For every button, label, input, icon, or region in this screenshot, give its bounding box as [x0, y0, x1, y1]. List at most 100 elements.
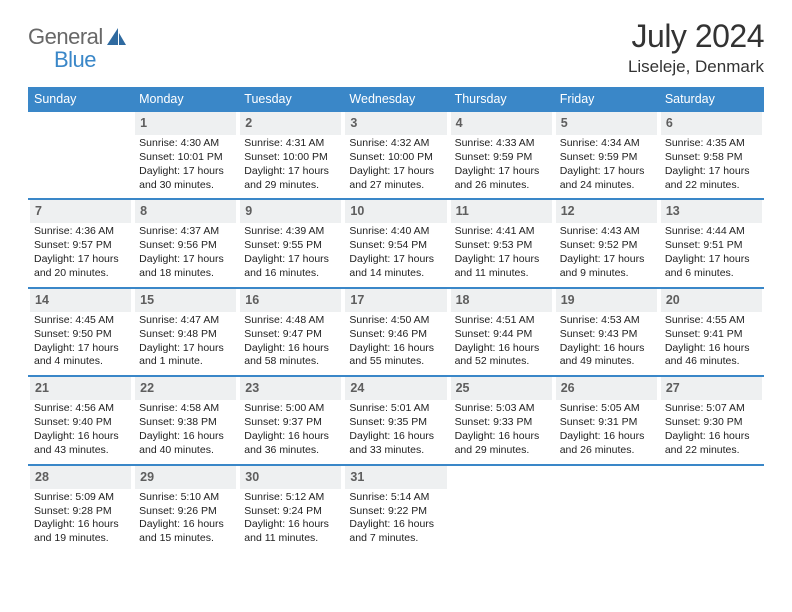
- calendar-day-cell: 31Sunrise: 5:14 AMSunset: 9:22 PMDayligh…: [343, 466, 448, 552]
- calendar-week-row: 7 Sunrise: 4:36 AMSunset: 9:57 PMDaylight…: [28, 200, 764, 288]
- calendar-day-cell: 10 Sunrise: 4:40 AMSunset: 9:54 PMDayligh…: [343, 200, 448, 286]
- day-detail-text: Sunrise: 4:50 AMSunset: 9:46 PMDaylight:…: [345, 314, 446, 369]
- day-number: 4: [456, 116, 463, 130]
- calendar-day-cell: 23 Sunrise: 5:00 AMSunset: 9:37 PMDayligh…: [238, 377, 343, 463]
- day-detail-text: Sunrise: 5:14 AMSunset: 9:22 PMDaylight:…: [345, 491, 446, 546]
- day-number: 15: [140, 293, 154, 307]
- day-number: 9: [245, 204, 252, 218]
- day-number: 18: [456, 293, 470, 307]
- location-label: Liseleje, Denmark: [628, 57, 764, 77]
- calendar-day-cell: 30 Sunrise: 5:12 AMSunset: 9:24 PMDayligh…: [238, 466, 343, 552]
- day-number-strip: 24: [345, 377, 446, 400]
- day-number: 22: [140, 381, 154, 395]
- day-detail-text: Sunrise: 5:00 AMSunset: 9:37 PMDaylight:…: [240, 402, 341, 457]
- day-number-strip: 26: [556, 377, 657, 400]
- day-number-strip: 17: [345, 289, 446, 312]
- day-number-strip: 29: [135, 466, 236, 489]
- calendar-day-cell: 25 Sunrise: 5:03 AMSunset: 9:33 PMDayligh…: [449, 377, 554, 463]
- day-detail-text: Sunrise: 4:56 AMSunset: 9:40 PMDaylight:…: [30, 402, 131, 457]
- day-detail-text: Sunrise: 4:36 AMSunset: 9:57 PMDaylight:…: [30, 225, 131, 280]
- calendar-day-cell: 13Sunrise: 4:44 AMSunset: 9:51 PMDayligh…: [659, 200, 764, 286]
- day-number-strip: 15: [135, 289, 236, 312]
- day-number: 3: [350, 116, 357, 130]
- day-number-strip: 20: [661, 289, 762, 312]
- weekday-header: Thursday: [449, 87, 554, 112]
- day-detail-text: Sunrise: 4:48 AMSunset: 9:47 PMDaylight:…: [240, 314, 341, 369]
- calendar-day-cell: 15 Sunrise: 4:47 AMSunset: 9:48 PMDayligh…: [133, 289, 238, 375]
- day-number-strip: 12: [556, 200, 657, 223]
- day-number: 7: [35, 204, 42, 218]
- day-detail-text: Sunrise: 4:40 AMSunset: 9:54 PMDaylight:…: [345, 225, 446, 280]
- day-detail-text: Sunrise: 5:10 AMSunset: 9:26 PMDaylight:…: [135, 491, 236, 546]
- day-detail-text: Sunrise: 4:53 AMSunset: 9:43 PMDaylight:…: [556, 314, 657, 369]
- day-detail-text: Sunrise: 4:58 AMSunset: 9:38 PMDaylight:…: [135, 402, 236, 457]
- day-number-strip: 28: [30, 466, 131, 489]
- calendar-day-cell: 2Sunrise: 4:31 AMSunset: 10:00 PMDayligh…: [238, 112, 343, 198]
- day-number-strip: 6: [661, 112, 762, 135]
- day-number: 26: [561, 381, 575, 395]
- calendar-week-row: 1 Sunrise: 4:30 AMSunset: 10:01 PMDayligh…: [28, 112, 764, 200]
- calendar-day-cell: [28, 112, 133, 198]
- day-number-strip: 23: [240, 377, 341, 400]
- day-number-strip: 9: [240, 200, 341, 223]
- day-detail-text: Sunrise: 5:12 AMSunset: 9:24 PMDaylight:…: [240, 491, 341, 546]
- calendar-day-cell: 29 Sunrise: 5:10 AMSunset: 9:26 PMDayligh…: [133, 466, 238, 552]
- day-detail-text: Sunrise: 4:43 AMSunset: 9:52 PMDaylight:…: [556, 225, 657, 280]
- day-detail-text: Sunrise: 4:30 AMSunset: 10:01 PMDaylight…: [135, 137, 236, 192]
- day-number: 25: [456, 381, 470, 395]
- calendar-day-cell: 17Sunrise: 4:50 AMSunset: 9:46 PMDayligh…: [343, 289, 448, 375]
- weekday-header: Sunday: [28, 87, 133, 112]
- day-number-strip: 3: [345, 112, 446, 135]
- day-detail-text: Sunrise: 4:44 AMSunset: 9:51 PMDaylight:…: [661, 225, 762, 280]
- day-number-strip: 7: [30, 200, 131, 223]
- day-detail-text: Sunrise: 5:05 AMSunset: 9:31 PMDaylight:…: [556, 402, 657, 457]
- calendar-day-cell: 27Sunrise: 5:07 AMSunset: 9:30 PMDayligh…: [659, 377, 764, 463]
- day-detail-text: Sunrise: 4:51 AMSunset: 9:44 PMDaylight:…: [451, 314, 552, 369]
- day-number: 20: [666, 293, 680, 307]
- title-block: July 2024 Liseleje, Denmark: [628, 18, 764, 77]
- day-detail-text: Sunrise: 4:33 AMSunset: 9:59 PMDaylight:…: [451, 137, 552, 192]
- day-number: 28: [35, 470, 49, 484]
- calendar-day-cell: 7 Sunrise: 4:36 AMSunset: 9:57 PMDaylight…: [28, 200, 133, 286]
- day-number-strip: 4: [451, 112, 552, 135]
- calendar-day-cell: 19Sunrise: 4:53 AMSunset: 9:43 PMDayligh…: [554, 289, 659, 375]
- day-number: 23: [245, 381, 259, 395]
- day-detail-text: Sunrise: 4:34 AMSunset: 9:59 PMDaylight:…: [556, 137, 657, 192]
- day-detail-text: Sunrise: 4:47 AMSunset: 9:48 PMDaylight:…: [135, 314, 236, 369]
- calendar-page: General July 2024 Liseleje, Denmark Blue…: [0, 0, 792, 562]
- day-detail-text: Sunrise: 5:09 AMSunset: 9:28 PMDaylight:…: [30, 491, 131, 546]
- calendar-day-cell: 9Sunrise: 4:39 AMSunset: 9:55 PMDaylight…: [238, 200, 343, 286]
- calendar-day-cell: 22 Sunrise: 4:58 AMSunset: 9:38 PMDayligh…: [133, 377, 238, 463]
- calendar-day-cell: [659, 466, 764, 552]
- calendar-day-cell: 6Sunrise: 4:35 AMSunset: 9:58 PMDaylight…: [659, 112, 764, 198]
- day-detail-text: Sunrise: 4:35 AMSunset: 9:58 PMDaylight:…: [661, 137, 762, 192]
- day-number: 10: [350, 204, 364, 218]
- calendar-day-cell: 24Sunrise: 5:01 AMSunset: 9:35 PMDayligh…: [343, 377, 448, 463]
- day-number-strip: 21: [30, 377, 131, 400]
- day-number: 1: [140, 116, 147, 130]
- day-number: 11: [456, 204, 469, 218]
- brand-word-2: Blue: [54, 47, 96, 72]
- calendar-day-cell: 12Sunrise: 4:43 AMSunset: 9:52 PMDayligh…: [554, 200, 659, 286]
- day-number: 16: [245, 293, 259, 307]
- day-number-strip: 25: [451, 377, 552, 400]
- calendar-day-cell: 4 Sunrise: 4:33 AMSunset: 9:59 PMDaylight…: [449, 112, 554, 198]
- calendar-day-cell: 28 Sunrise: 5:09 AMSunset: 9:28 PMDayligh…: [28, 466, 133, 552]
- day-number: 29: [140, 470, 154, 484]
- day-number-strip: 14: [30, 289, 131, 312]
- day-detail-text: Sunrise: 4:31 AMSunset: 10:00 PMDaylight…: [240, 137, 341, 192]
- calendar-day-cell: [449, 466, 554, 552]
- day-detail-text: Sunrise: 5:07 AMSunset: 9:30 PMDaylight:…: [661, 402, 762, 457]
- day-detail-text: Sunrise: 4:32 AMSunset: 10:00 PMDaylight…: [345, 137, 446, 192]
- weekday-header: Monday: [133, 87, 238, 112]
- day-number-strip: 8: [135, 200, 236, 223]
- calendar-day-cell: 5Sunrise: 4:34 AMSunset: 9:59 PMDaylight…: [554, 112, 659, 198]
- day-number: 30: [245, 470, 259, 484]
- day-detail-text: Sunrise: 5:03 AMSunset: 9:33 PMDaylight:…: [451, 402, 552, 457]
- weekday-header: Tuesday: [238, 87, 343, 112]
- day-detail-text: Sunrise: 5:01 AMSunset: 9:35 PMDaylight:…: [345, 402, 446, 457]
- day-number-strip: 1: [135, 112, 236, 135]
- day-number-strip: 5: [556, 112, 657, 135]
- day-number-strip: 27: [661, 377, 762, 400]
- sail-icon: [107, 28, 127, 46]
